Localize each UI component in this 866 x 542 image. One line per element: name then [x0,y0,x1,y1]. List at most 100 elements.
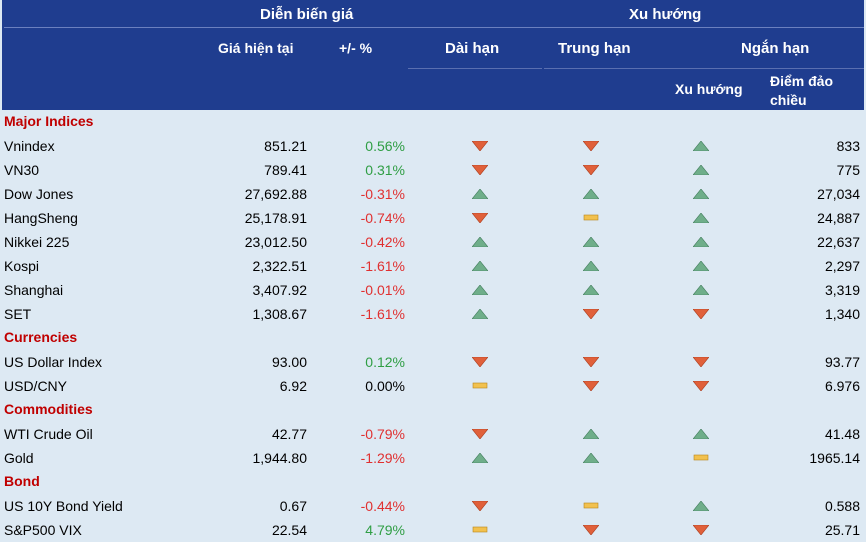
section-row: Major Indices [0,110,866,134]
table-row: WTI Crude Oil 42.77 -0.79% 41.48 [0,422,866,446]
trend-up-icon [472,261,488,271]
current-price: 25,178.91 [244,210,307,226]
instrument-name: HangSheng [4,210,78,226]
trend-down-icon [583,357,599,367]
instrument-name: SET [4,306,32,322]
trend-up-icon [583,237,599,247]
current-price: 22.54 [271,522,307,538]
long-term-underline [408,68,542,69]
table-row: US Dollar Index 93.00 0.12% 93.77 [0,350,866,374]
section-row: Currencies [0,326,866,350]
change-percent: 4.79% [365,522,405,538]
instrument-name: Dow Jones [4,186,74,202]
trend-up-icon [472,309,488,319]
header-long-term: Dài hạn [445,40,500,57]
pivot-point: 1,340 [824,306,860,322]
pivot-point: 1965.14 [809,450,860,466]
change-percent: -1.29% [360,450,405,466]
trend-flat-icon [472,525,488,535]
trend-flat-icon [693,453,709,463]
change-percent: -1.61% [360,258,405,274]
current-price: 1,944.80 [252,450,308,466]
table-row: VN30 789.41 0.31% 775 [0,158,866,182]
pivot-point: 41.48 [824,426,860,442]
change-percent: -0.44% [360,498,405,514]
pivot-point: 93.77 [824,354,860,370]
trend-up-icon [693,213,709,223]
table-header: Diễn biến giá Xu hướng Giá hiện tại +/- … [2,0,864,110]
trend-down-icon [583,309,599,319]
instrument-name: US 10Y Bond Yield [4,498,123,514]
trend-up-icon [693,261,709,271]
trend-up-icon [472,453,488,463]
pivot-point: 25.71 [824,522,860,538]
header-current-price: Giá hiện tại [218,40,294,56]
current-price: 27,692.88 [244,186,307,202]
trend-down-icon [472,501,488,511]
table-row: S&P500 VIX 22.54 4.79% 25.71 [0,518,866,542]
trend-down-icon [583,141,599,151]
change-percent: 0.56% [365,138,405,154]
header-pivot-line2: chiều [770,92,807,108]
change-percent: -1.61% [360,306,405,322]
trend-up-icon [693,141,709,151]
trend-up-icon [693,165,709,175]
current-price: 0.67 [279,498,307,514]
section-label: Commodities [4,401,93,417]
trend-down-icon [472,429,488,439]
section-label: Major Indices [4,113,94,129]
current-price: 6.92 [279,378,307,394]
mid-short-underline [544,68,864,69]
trend-down-icon [693,357,709,367]
trend-flat-icon [583,501,599,511]
table-row: SET 1,308.67 -1.61% 1,340 [0,302,866,326]
trend-up-icon [693,189,709,199]
table-row: Shanghai 3,407.92 -0.01% 3,319 [0,278,866,302]
trend-up-icon [472,285,488,295]
pivot-point: 6.976 [824,378,860,394]
pivot-point: 24,887 [817,210,860,226]
trend-up-icon [472,237,488,247]
trend-down-icon [472,357,488,367]
instrument-name: Nikkei 225 [4,234,70,250]
change-percent: 0.12% [365,354,405,370]
trend-up-icon [583,429,599,439]
header-mid-term: Trung hạn [558,40,631,57]
section-row: Bond [0,470,866,494]
pivot-point: 22,637 [817,234,860,250]
change-percent: 0.31% [365,162,405,178]
trend-up-icon [583,261,599,271]
trend-up-icon [472,189,488,199]
table-row: Kospi 2,322.51 -1.61% 2,297 [0,254,866,278]
header-group-price: Diễn biến giá [260,6,354,23]
instrument-name: VN30 [4,162,40,178]
trend-down-icon [583,525,599,535]
trend-up-icon [693,429,709,439]
trend-down-icon [693,309,709,319]
pivot-point: 3,319 [824,282,860,298]
table-row: US 10Y Bond Yield 0.67 -0.44% 0.588 [0,494,866,518]
pivot-point: 2,297 [824,258,860,274]
header-change-percent: +/- % [339,40,373,56]
trend-up-icon [693,501,709,511]
trend-flat-icon [583,213,599,223]
change-percent: -0.42% [360,234,405,250]
section-row: Commodities [0,398,866,422]
table-row: USD/CNY 6.92 0.00% 6.976 [0,374,866,398]
trend-up-icon [583,285,599,295]
current-price: 3,407.92 [252,282,308,298]
trend-up-icon [583,453,599,463]
pivot-point: 0.588 [824,498,860,514]
current-price: 851.21 [264,138,307,154]
current-price: 93.00 [271,354,307,370]
trend-down-icon [472,141,488,151]
current-price: 42.77 [271,426,307,442]
header-group-trend: Xu hướng [629,6,702,23]
header-short-term: Ngắn hạn [741,40,810,57]
instrument-name: Gold [4,450,34,466]
trend-up-icon [693,237,709,247]
section-label: Currencies [4,329,78,345]
trend-down-icon [472,165,488,175]
pivot-point: 27,034 [817,186,860,202]
section-label: Bond [4,473,40,489]
